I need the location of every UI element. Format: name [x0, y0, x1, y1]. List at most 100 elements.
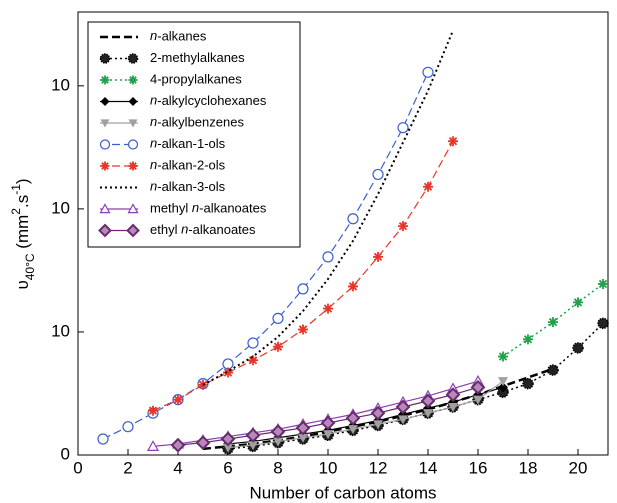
marker — [128, 75, 138, 85]
plot-frame — [77, 11, 609, 456]
y-axis-label-part: (mm — [13, 215, 32, 254]
marker — [128, 97, 138, 106]
x-tick-label: 4 — [173, 458, 182, 477]
legend-label: ethyl n-alkanoates — [150, 222, 256, 237]
marker — [522, 377, 534, 390]
legend-label: n-alkylcyclohexanes — [150, 93, 267, 108]
marker — [348, 425, 358, 435]
marker — [297, 283, 309, 295]
marker — [170, 437, 186, 453]
marker — [598, 278, 608, 289]
marker — [122, 421, 134, 433]
y-axis-label-part: 2 — [9, 208, 23, 215]
marker — [100, 119, 110, 128]
marker — [320, 415, 336, 431]
marker — [272, 312, 284, 325]
marker — [126, 223, 140, 238]
marker — [173, 394, 183, 405]
marker — [273, 341, 283, 352]
x-tick-label: 6 — [223, 458, 232, 477]
y-axis-label-part: υ — [13, 280, 32, 289]
y-tick-label: 10 — [51, 321, 70, 340]
marker — [345, 410, 361, 426]
marker — [100, 75, 110, 85]
marker — [146, 440, 160, 451]
marker — [270, 424, 286, 440]
y-tick-label: 10 — [51, 198, 70, 217]
x-tick-label: 2 — [123, 458, 132, 477]
marker — [100, 161, 110, 171]
marker — [597, 317, 609, 330]
marker — [423, 181, 433, 192]
marker — [523, 334, 533, 345]
marker — [322, 251, 334, 263]
x-tick-label: 12 — [369, 458, 388, 477]
legend-label: n-alkan-1-ols — [150, 136, 226, 151]
marker — [573, 297, 583, 308]
y-tick-label: 10 — [51, 75, 70, 94]
marker — [220, 431, 236, 447]
marker — [127, 53, 139, 64]
marker — [372, 168, 384, 181]
marker — [223, 367, 233, 378]
x-tick-label: 20 — [569, 458, 588, 477]
series-line — [227, 380, 504, 449]
marker — [347, 213, 359, 225]
marker — [498, 377, 508, 387]
marker — [448, 136, 458, 147]
y-axis-label-part: .s — [13, 195, 32, 208]
legend-label: 2-methylalkanes — [150, 50, 245, 65]
marker — [247, 337, 259, 349]
marker — [470, 379, 486, 395]
marker — [97, 433, 109, 445]
marker — [128, 161, 138, 171]
marker — [298, 433, 308, 443]
marker — [423, 409, 433, 419]
marker — [99, 139, 111, 150]
marker — [398, 415, 408, 425]
marker — [473, 395, 483, 405]
marker — [395, 399, 411, 415]
marker — [99, 53, 111, 64]
y-axis-label: υ40°C (mm2.s-1) — [9, 178, 37, 289]
marker — [245, 427, 261, 443]
x-tick-label: 8 — [273, 458, 282, 477]
marker — [448, 403, 458, 413]
marker — [127, 139, 139, 150]
marker — [420, 393, 436, 409]
marker — [148, 405, 158, 416]
series-line — [202, 30, 454, 386]
marker — [498, 351, 508, 362]
marker — [398, 221, 408, 232]
legend-label: n-alkylbenzenes — [150, 114, 244, 129]
marker — [348, 281, 358, 292]
marker — [298, 324, 308, 335]
legend-label: n-alkanes — [150, 28, 207, 43]
legend: n-alkanes 2-methylalkanes 4-propylalkanes n… — [87, 21, 301, 248]
marker — [373, 251, 383, 262]
marker — [222, 358, 234, 370]
marker — [100, 97, 110, 106]
marker — [547, 364, 559, 376]
marker — [323, 303, 333, 314]
marker — [248, 355, 258, 366]
marker — [127, 203, 139, 214]
legend-label: methyl n-alkanoates — [150, 200, 267, 215]
marker — [572, 342, 584, 354]
marker — [295, 420, 311, 436]
marker — [445, 387, 461, 403]
marker — [422, 66, 434, 78]
marker — [98, 223, 112, 238]
marker — [195, 435, 211, 451]
marker — [498, 382, 508, 393]
marker — [128, 119, 138, 128]
marker — [397, 122, 409, 134]
legend-label: n-alkan-3-ols — [150, 179, 226, 194]
x-axis-label: Number of carbon atoms — [249, 483, 436, 502]
x-tick-label: 16 — [469, 458, 488, 477]
x-tick-label: 14 — [419, 458, 438, 477]
marker — [248, 441, 258, 451]
marker — [99, 203, 111, 214]
marker — [273, 437, 283, 447]
